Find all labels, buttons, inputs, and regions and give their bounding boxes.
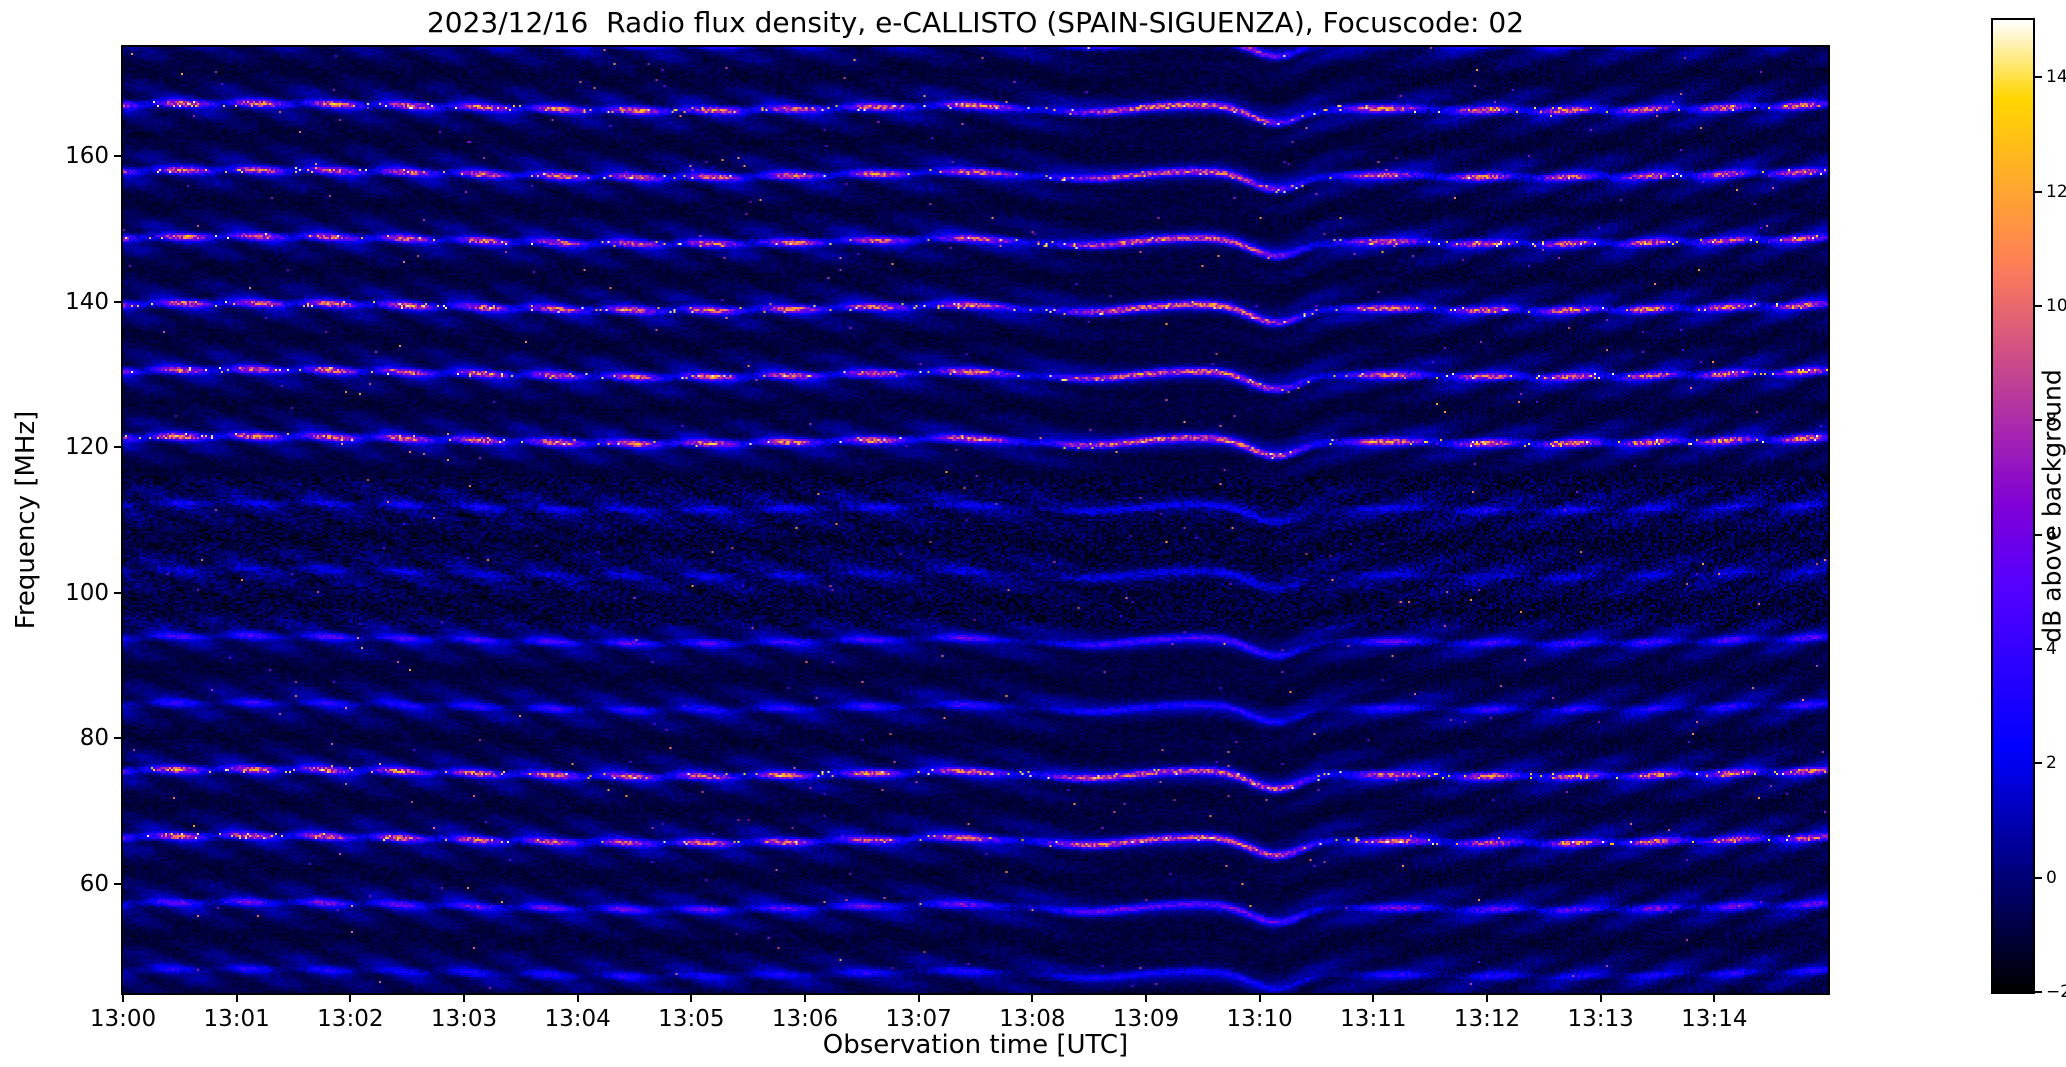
colorbar-tick-label: 12	[2046, 181, 2066, 202]
x-tick-label: 13:09	[1112, 1006, 1180, 1032]
colorbar-tick-mark	[2035, 991, 2042, 993]
x-tick-mark	[1599, 995, 1602, 1002]
colorbar	[1991, 18, 2035, 994]
x-tick-mark	[1031, 995, 1034, 1002]
colorbar-tick-label: 2	[2046, 753, 2057, 774]
y-tick-label: 80	[79, 725, 109, 752]
colorbar-tick-label: 10	[2046, 295, 2066, 316]
x-tick-label: 13:08	[999, 1006, 1066, 1032]
x-tick-label: 13:11	[1340, 1006, 1407, 1032]
x-tick-label: 13:10	[1226, 1006, 1293, 1032]
colorbar-tick-mark	[2035, 647, 2042, 650]
colorbar-tick-label: 6	[2046, 524, 2057, 545]
colorbar-tick-mark	[2035, 304, 2042, 307]
colorbar-tick-mark	[2035, 76, 2042, 79]
x-tick-mark	[804, 995, 806, 1002]
x-tick-label: 13:01	[203, 1006, 270, 1032]
spectrogram-heatmap	[121, 45, 1830, 995]
y-tick-label: 160	[65, 143, 109, 170]
colorbar-tick-mark	[2035, 876, 2042, 879]
colorbar-tick-label: 0	[2046, 867, 2057, 888]
x-axis-label: Observation time [UTC]	[822, 1030, 1129, 1060]
colorbar-tick-label: 14	[2046, 67, 2066, 88]
x-tick-label: 13:05	[658, 1006, 725, 1032]
y-tick-mark	[114, 300, 121, 303]
x-tick-mark	[235, 995, 238, 1002]
y-tick-label: 120	[65, 434, 109, 461]
y-tick-mark	[114, 155, 121, 158]
colorbar-tick-label: 4	[2046, 638, 2057, 659]
y-tick-label: 100	[65, 579, 109, 606]
x-tick-mark	[1145, 995, 1147, 1002]
x-tick-mark	[917, 995, 920, 1002]
x-tick-label: 13:02	[317, 1006, 384, 1032]
x-tick-mark	[122, 995, 124, 1002]
x-tick-mark	[463, 995, 465, 1002]
x-tick-mark	[1372, 995, 1375, 1002]
colorbar-tick-mark	[2035, 190, 2042, 193]
y-tick-mark	[114, 882, 121, 885]
chart-title: 2023/12/16 Radio flux density, e-CALLIST…	[426, 6, 1525, 39]
colorbar-tick-mark	[2035, 419, 2042, 422]
x-tick-label: 13:12	[1453, 1006, 1521, 1032]
x-tick-label: 13:00	[89, 1006, 157, 1032]
x-tick-label: 13:14	[1681, 1006, 1748, 1032]
colorbar-tick-label: −2	[2046, 982, 2066, 1002]
x-tick-label: 13:06	[771, 1006, 839, 1032]
x-tick-mark	[1486, 995, 1488, 1002]
x-tick-label: 13:04	[544, 1006, 611, 1032]
colorbar-tick-mark	[2035, 762, 2042, 765]
x-tick-mark	[1258, 995, 1261, 1002]
y-tick-mark	[114, 591, 121, 594]
x-tick-label: 13:03	[430, 1006, 498, 1032]
x-tick-mark	[349, 995, 352, 1002]
y-tick-mark	[114, 446, 121, 449]
colorbar-tick-mark	[2035, 533, 2042, 536]
x-tick-mark	[576, 995, 579, 1002]
x-tick-mark	[690, 995, 693, 1002]
y-tick-label: 60	[79, 870, 109, 897]
x-tick-label: 13:07	[885, 1006, 952, 1032]
x-tick-mark	[1713, 995, 1716, 1002]
y-tick-mark	[114, 737, 121, 740]
colorbar-tick-label: 8	[2046, 410, 2057, 431]
x-tick-label: 13:13	[1567, 1006, 1634, 1032]
y-tick-label: 140	[65, 288, 109, 315]
